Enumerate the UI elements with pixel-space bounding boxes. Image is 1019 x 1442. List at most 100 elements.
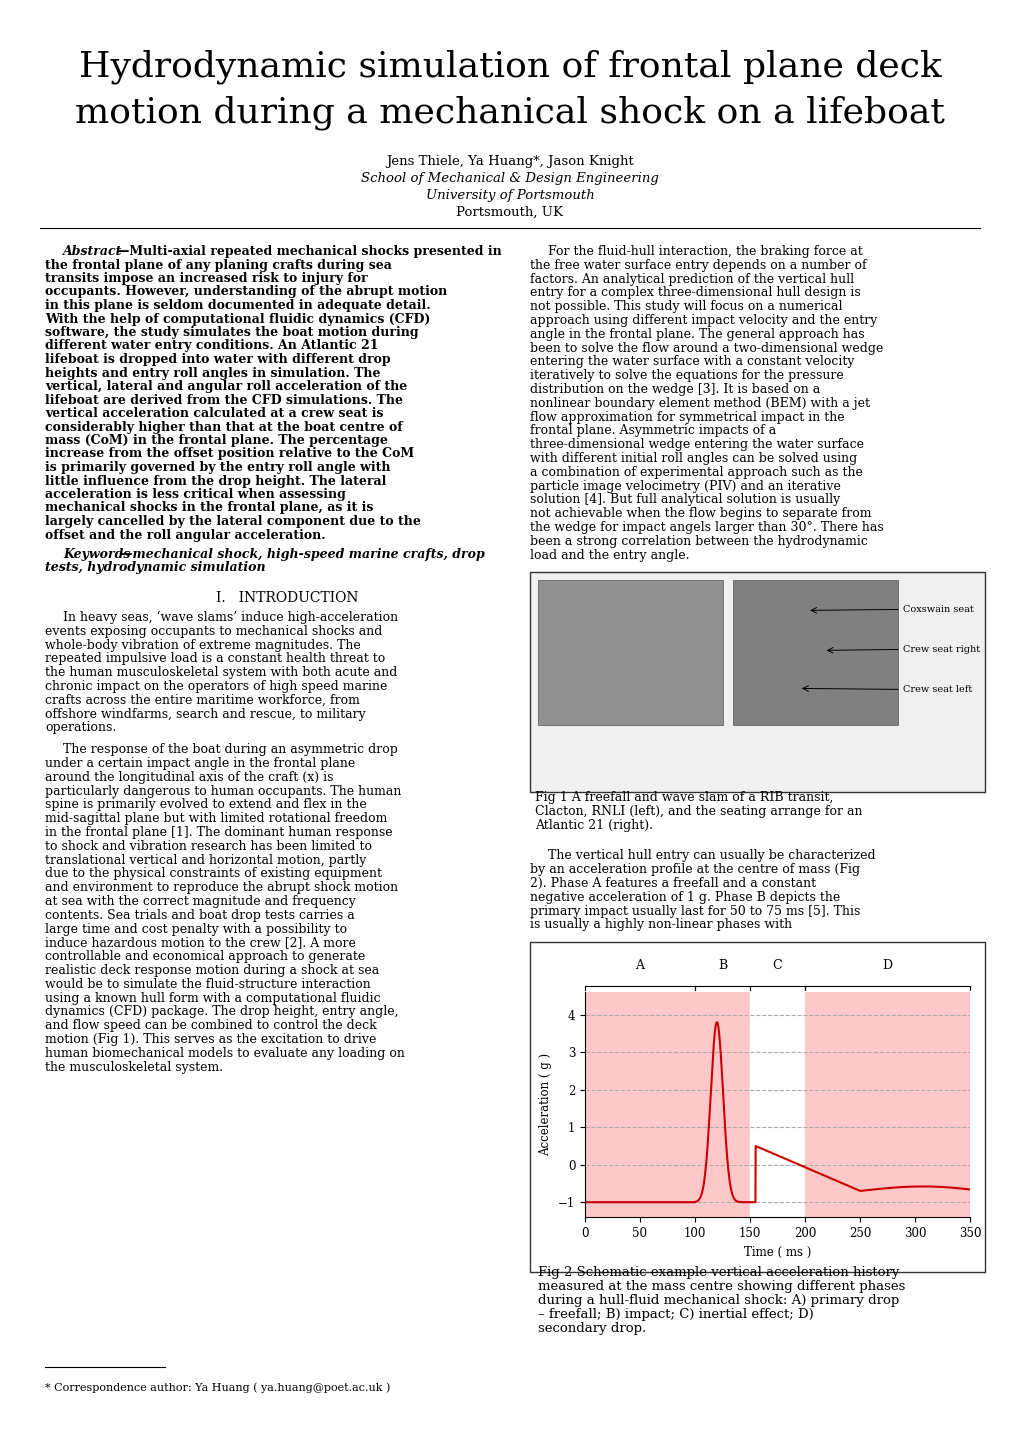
Text: lifeboat are derived from the CFD simulations. The: lifeboat are derived from the CFD simula… bbox=[45, 394, 403, 407]
Bar bbox=[537, 580, 722, 725]
Text: entering the water surface with a constant velocity: entering the water surface with a consta… bbox=[530, 355, 854, 368]
Text: been to solve the flow around a two-dimensional wedge: been to solve the flow around a two-dime… bbox=[530, 342, 882, 355]
Text: motion during a mechanical shock on a lifeboat: motion during a mechanical shock on a li… bbox=[75, 97, 944, 130]
Text: contents. Sea trials and boat drop tests carries a: contents. Sea trials and boat drop tests… bbox=[45, 908, 355, 921]
Text: C: C bbox=[772, 959, 782, 972]
Text: large time and cost penalty with a possibility to: large time and cost penalty with a possi… bbox=[45, 923, 346, 936]
Text: lifeboat is dropped into water with different drop: lifeboat is dropped into water with diff… bbox=[45, 353, 390, 366]
Text: The response of the boat during an asymmetric drop: The response of the boat during an asymm… bbox=[63, 743, 397, 756]
Text: and flow speed can be combined to control the deck: and flow speed can be combined to contro… bbox=[45, 1019, 376, 1032]
Bar bbox=[530, 942, 984, 1272]
Text: University of Portsmouth: University of Portsmouth bbox=[425, 189, 594, 202]
Text: 2). Phase A features a freefall and a constant: 2). Phase A features a freefall and a co… bbox=[530, 877, 815, 890]
Text: iteratively to solve the equations for the pressure: iteratively to solve the equations for t… bbox=[530, 369, 843, 382]
Text: Crew seat left: Crew seat left bbox=[902, 685, 971, 695]
Text: controllable and economical approach to generate: controllable and economical approach to … bbox=[45, 950, 365, 963]
Text: negative acceleration of 1 g. Phase B depicts the: negative acceleration of 1 g. Phase B de… bbox=[530, 891, 840, 904]
Text: increase from the offset position relative to the CoM: increase from the offset position relati… bbox=[45, 447, 414, 460]
Text: dynamics (CFD) package. The drop height, entry angle,: dynamics (CFD) package. The drop height,… bbox=[45, 1005, 398, 1018]
Text: Clacton, RNLI (left), and the seating arrange for an: Clacton, RNLI (left), and the seating ar… bbox=[535, 806, 862, 819]
Text: at sea with the correct magnitude and frequency: at sea with the correct magnitude and fr… bbox=[45, 895, 356, 908]
Text: operations.: operations. bbox=[45, 721, 116, 734]
Text: The vertical hull entry can usually be characterized: The vertical hull entry can usually be c… bbox=[547, 849, 874, 862]
Text: Coxswain seat: Coxswain seat bbox=[902, 606, 973, 614]
Bar bbox=[749, 992, 804, 1217]
Text: mass (CoM) in the frontal plane. The percentage: mass (CoM) in the frontal plane. The per… bbox=[45, 434, 387, 447]
Text: factors. An analytical prediction of the vertical hull: factors. An analytical prediction of the… bbox=[530, 273, 853, 286]
Text: tests, hydrodynamic simulation: tests, hydrodynamic simulation bbox=[45, 561, 265, 574]
Text: motion (Fig 1). This serves as the excitation to drive: motion (Fig 1). This serves as the excit… bbox=[45, 1032, 376, 1045]
Text: With the help of computational fluidic dynamics (CFD): With the help of computational fluidic d… bbox=[45, 313, 430, 326]
Text: considerably higher than that at the boat centre of: considerably higher than that at the boa… bbox=[45, 421, 403, 434]
Text: software, the study simulates the boat motion during: software, the study simulates the boat m… bbox=[45, 326, 418, 339]
Text: transits impose an increased risk to injury for: transits impose an increased risk to inj… bbox=[45, 273, 367, 286]
Text: vertical acceleration calculated at a crew seat is: vertical acceleration calculated at a cr… bbox=[45, 407, 383, 420]
Text: little influence from the drop height. The lateral: little influence from the drop height. T… bbox=[45, 474, 386, 487]
Text: * Correspondence author: Ya Huang ( ya.huang@poet.ac.uk ): * Correspondence author: Ya Huang ( ya.h… bbox=[45, 1381, 390, 1393]
Text: translational vertical and horizontal motion, partly: translational vertical and horizontal mo… bbox=[45, 854, 366, 867]
Text: D: D bbox=[881, 959, 892, 972]
Text: distribution on the wedge [3]. It is based on a: distribution on the wedge [3]. It is bas… bbox=[530, 384, 819, 397]
Text: I.   INTRODUCTION: I. INTRODUCTION bbox=[216, 591, 359, 606]
Text: Keywords: Keywords bbox=[63, 548, 130, 561]
Bar bbox=[733, 580, 897, 725]
Text: measured at the mass centre showing different phases: measured at the mass centre showing diff… bbox=[537, 1280, 905, 1293]
Text: not achievable when the flow begins to separate from: not achievable when the flow begins to s… bbox=[530, 508, 870, 521]
Text: For the fluid-hull interaction, the braking force at: For the fluid-hull interaction, the brak… bbox=[547, 245, 862, 258]
Text: flow approximation for symmetrical impact in the: flow approximation for symmetrical impac… bbox=[530, 411, 844, 424]
Text: and environment to reproduce the abrupt shock motion: and environment to reproduce the abrupt … bbox=[45, 881, 397, 894]
Text: B: B bbox=[717, 959, 727, 972]
Text: due to the physical constraints of existing equipment: due to the physical constraints of exist… bbox=[45, 868, 382, 881]
Text: Fig 1 A freefall and wave slam of a RIB transit,: Fig 1 A freefall and wave slam of a RIB … bbox=[535, 792, 833, 805]
Text: using a known hull form with a computational fluidic: using a known hull form with a computati… bbox=[45, 992, 380, 1005]
Bar bbox=[694, 992, 749, 1217]
Text: the frontal plane of any planing crafts during sea: the frontal plane of any planing crafts … bbox=[45, 258, 391, 271]
Text: would be to simulate the fluid-structure interaction: would be to simulate the fluid-structure… bbox=[45, 978, 370, 991]
Text: Jens Thiele, Ya Huang*, Jason Knight: Jens Thiele, Ya Huang*, Jason Knight bbox=[386, 154, 633, 169]
Text: particularly dangerous to human occupants. The human: particularly dangerous to human occupant… bbox=[45, 784, 401, 797]
Text: different water entry conditions. An Atlantic 21: different water entry conditions. An Atl… bbox=[45, 339, 378, 352]
Text: – freefall; B) impact; C) inertial effect; D): – freefall; B) impact; C) inertial effec… bbox=[537, 1308, 813, 1321]
Text: occupants. However, understanding of the abrupt motion: occupants. However, understanding of the… bbox=[45, 286, 446, 298]
Text: during a hull-fluid mechanical shock: A) primary drop: during a hull-fluid mechanical shock: A)… bbox=[537, 1295, 899, 1308]
Text: is usually a highly non-linear phases with: is usually a highly non-linear phases wi… bbox=[530, 919, 792, 932]
Text: the wedge for impact angels larger than 30°. There has: the wedge for impact angels larger than … bbox=[530, 521, 882, 534]
Text: the musculoskeletal system.: the musculoskeletal system. bbox=[45, 1061, 223, 1074]
Y-axis label: Acceleration ( g ): Acceleration ( g ) bbox=[539, 1053, 552, 1156]
Text: Atlantic 21 (right).: Atlantic 21 (right). bbox=[535, 819, 652, 832]
Text: secondary drop.: secondary drop. bbox=[537, 1322, 646, 1335]
Text: approach using different impact velocity and the entry: approach using different impact velocity… bbox=[530, 314, 876, 327]
Text: acceleration is less critical when assessing: acceleration is less critical when asses… bbox=[45, 487, 345, 500]
Text: is primarily governed by the entry roll angle with: is primarily governed by the entry roll … bbox=[45, 461, 390, 474]
Text: repeated impulsive load is a constant health threat to: repeated impulsive load is a constant he… bbox=[45, 652, 385, 665]
Text: Hydrodynamic simulation of frontal plane deck: Hydrodynamic simulation of frontal plane… bbox=[78, 50, 941, 85]
Text: in this plane is seldom documented in adequate detail.: in this plane is seldom documented in ad… bbox=[45, 298, 430, 311]
X-axis label: Time ( ms ): Time ( ms ) bbox=[743, 1246, 810, 1259]
Text: by an acceleration profile at the centre of mass (Fig: by an acceleration profile at the centre… bbox=[530, 864, 859, 877]
Text: whole-body vibration of extreme magnitudes. The: whole-body vibration of extreme magnitud… bbox=[45, 639, 361, 652]
Text: crafts across the entire maritime workforce, from: crafts across the entire maritime workfo… bbox=[45, 694, 360, 707]
Text: with different initial roll angles can be solved using: with different initial roll angles can b… bbox=[530, 451, 856, 464]
Text: primary impact usually last for 50 to 75 ms [5]. This: primary impact usually last for 50 to 75… bbox=[530, 904, 860, 917]
Text: vertical, lateral and angular roll acceleration of the: vertical, lateral and angular roll accel… bbox=[45, 381, 407, 394]
Text: A: A bbox=[635, 959, 644, 972]
Text: frontal plane. Asymmetric impacts of a: frontal plane. Asymmetric impacts of a bbox=[530, 424, 775, 437]
Text: —mechanical shock, high-speed marine crafts, drop: —mechanical shock, high-speed marine cra… bbox=[120, 548, 484, 561]
Text: load and the entry angle.: load and the entry angle. bbox=[530, 548, 689, 561]
Text: particle image velocimetry (PIV) and an iterative: particle image velocimetry (PIV) and an … bbox=[530, 480, 840, 493]
Text: heights and entry roll angles in simulation. The: heights and entry roll angles in simulat… bbox=[45, 366, 380, 379]
Text: School of Mechanical & Design Engineering: School of Mechanical & Design Engineerin… bbox=[361, 172, 658, 185]
Text: human biomechanical models to evaluate any loading on: human biomechanical models to evaluate a… bbox=[45, 1047, 405, 1060]
Bar bbox=[530, 572, 984, 793]
Text: angle in the frontal plane. The general approach has: angle in the frontal plane. The general … bbox=[530, 327, 864, 340]
Bar bbox=[804, 992, 969, 1217]
Text: entry for a complex three-dimensional hull design is: entry for a complex three-dimensional hu… bbox=[530, 287, 860, 300]
Text: In heavy seas, ‘wave slams’ induce high-acceleration: In heavy seas, ‘wave slams’ induce high-… bbox=[63, 611, 397, 624]
Text: offshore windfarms, search and rescue, to military: offshore windfarms, search and rescue, t… bbox=[45, 708, 366, 721]
Text: offset and the roll angular acceleration.: offset and the roll angular acceleration… bbox=[45, 529, 325, 542]
Text: events exposing occupants to mechanical shocks and: events exposing occupants to mechanical … bbox=[45, 624, 382, 637]
Text: mechanical shocks in the frontal plane, as it is: mechanical shocks in the frontal plane, … bbox=[45, 502, 373, 515]
Text: induce hazardous motion to the crew [2]. A more: induce hazardous motion to the crew [2].… bbox=[45, 936, 356, 949]
Text: chronic impact on the operators of high speed marine: chronic impact on the operators of high … bbox=[45, 681, 387, 694]
Text: —Multi-axial repeated mechanical shocks presented in: —Multi-axial repeated mechanical shocks … bbox=[117, 245, 501, 258]
